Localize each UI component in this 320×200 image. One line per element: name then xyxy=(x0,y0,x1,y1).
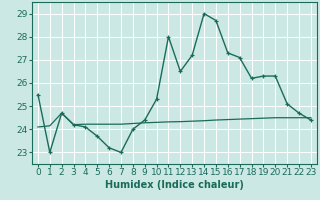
X-axis label: Humidex (Indice chaleur): Humidex (Indice chaleur) xyxy=(105,180,244,190)
